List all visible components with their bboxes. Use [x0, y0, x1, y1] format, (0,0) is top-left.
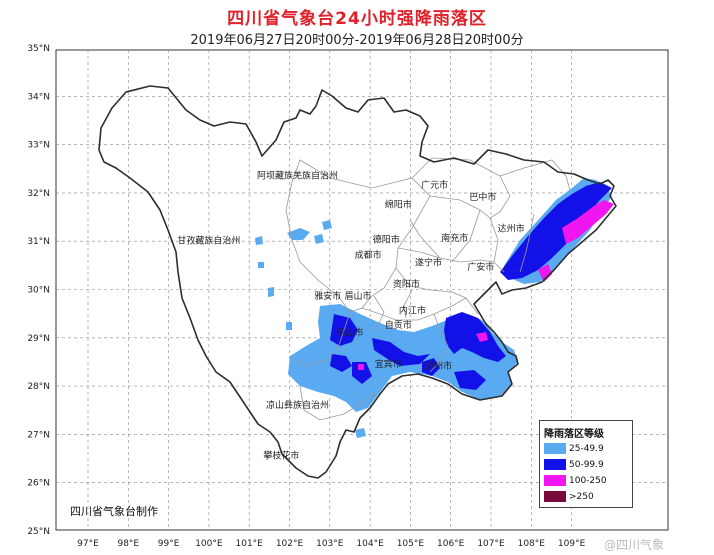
place-label: 乐山市 [336, 326, 363, 338]
place-label: 甘孜藏族自治州 [177, 235, 240, 247]
place-label: 资阳市 [393, 278, 420, 290]
place-label: 攀枝花市 [263, 450, 299, 462]
map-subtitle: 2019年06月27日20时00分-2019年06月28日20时00分 [190, 33, 524, 48]
place-label: 内江市 [399, 305, 426, 317]
place-label: 眉山市 [345, 290, 372, 302]
legend-swatch [544, 491, 566, 502]
lat-tick-label: 25°N [27, 527, 50, 537]
lat-tick-label: 26°N [27, 479, 50, 489]
lon-tick-label: 100°E [195, 539, 223, 549]
legend-item-50: 50-99.9 [544, 459, 604, 470]
place-label: 广安市 [467, 261, 494, 273]
sichuan-outline [98, 85, 617, 479]
place-label: 泸州市 [425, 360, 452, 372]
place-label: 广元市 [421, 179, 448, 191]
rain-level-50-99 [330, 182, 612, 390]
lat-tick-label: 30°N [27, 286, 50, 296]
lat-tick-label: 34°N [27, 92, 50, 102]
lon-tick-label: 102°E [276, 539, 304, 549]
legend-item-100: 100-250 [544, 475, 607, 486]
watermark: @四川气象 [604, 538, 665, 552]
city-boundaries [285, 157, 571, 421]
lat-tick-label: 28°N [27, 382, 50, 392]
credit-text: 四川省气象台制作 [70, 505, 158, 518]
lat-tick-label: 35°N [27, 44, 50, 54]
lon-tick-label: 107°E [477, 539, 505, 549]
legend-item-25: 25-49.9 [544, 443, 604, 454]
legend-title: 降雨落区等级 [544, 429, 604, 440]
lat-tick-label: 32°N [27, 189, 50, 199]
place-label: 阿坝藏族羌族自治州 [257, 169, 338, 181]
lat-tick-label: 33°N [27, 141, 50, 151]
place-label: 成都市 [355, 249, 382, 261]
place-label: 绵阳市 [385, 198, 412, 210]
lon-tick-label: 101°E [236, 539, 264, 549]
place-label: 雅安市 [314, 290, 341, 302]
lon-tick-label: 97°E [77, 539, 99, 549]
legend-swatch [544, 443, 566, 454]
lat-tick-label: 31°N [27, 237, 50, 247]
place-label: 巴中市 [469, 191, 496, 203]
place-label: 宜宾市 [375, 358, 402, 370]
place-label: 自贡市 [385, 319, 412, 331]
lon-tick-label: 99°E [158, 539, 180, 549]
legend-label: >250 [569, 491, 594, 502]
lon-tick-label: 103°E [316, 539, 344, 549]
place-label: 南充市 [441, 232, 468, 244]
place-label: 达州市 [498, 223, 525, 235]
rain-level-100-250 [358, 200, 614, 370]
legend-label: 100-250 [569, 475, 607, 486]
legend-label: 50-99.9 [569, 459, 604, 470]
lon-tick-label: 106°E [437, 539, 465, 549]
lon-tick-label: 108°E [518, 539, 546, 549]
place-label: 凉山彝族自治州 [266, 399, 329, 411]
lon-tick-label: 109°E [558, 539, 586, 549]
map-title: 四川省气象台24小时强降雨落区 [227, 9, 487, 29]
lat-tick-label: 27°N [27, 430, 50, 440]
lon-tick-label: 98°E [117, 539, 139, 549]
legend-item-250: >250 [544, 491, 594, 502]
legend-label: 25-49.9 [569, 443, 604, 454]
legend: 降雨落区等级 25-49.9 50-99.9 100-250 >250 [539, 420, 633, 508]
lon-tick-label: 104°E [356, 539, 384, 549]
rainfall-areas [255, 178, 614, 438]
place-label: 德阳市 [373, 234, 400, 246]
legend-swatch [544, 459, 566, 470]
legend-swatch [544, 475, 566, 486]
lat-tick-label: 29°N [27, 334, 50, 344]
lon-tick-label: 105°E [397, 539, 425, 549]
place-label: 遂宁市 [415, 256, 442, 268]
